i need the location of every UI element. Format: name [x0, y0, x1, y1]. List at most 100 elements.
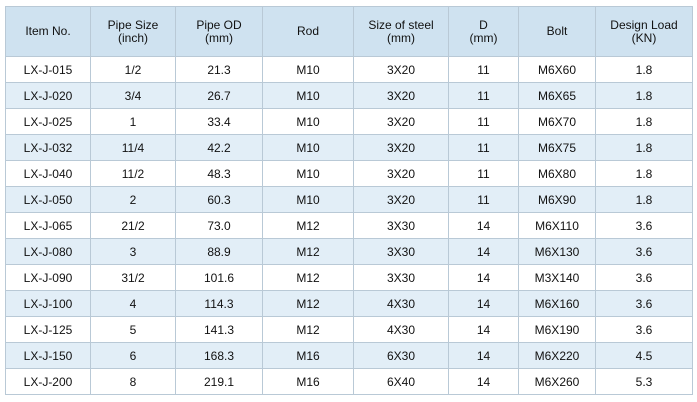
table-cell: 1.8 — [595, 134, 693, 161]
table-cell: 26.7 — [175, 82, 263, 109]
table-cell: LX-J-050 — [5, 186, 91, 213]
table-cell: 3X30 — [353, 264, 449, 291]
table-cell: LX-J-025 — [5, 108, 91, 135]
table-cell: 8 — [90, 368, 176, 395]
table-cell: LX-J-020 — [5, 82, 91, 109]
table-row: LX-J-200 8 219.1 M16 6X40 14 M6X260 5.3 — [5, 368, 693, 395]
table-cell: 5.3 — [595, 368, 693, 395]
table-cell: 11 — [448, 108, 519, 135]
table-cell: M12 — [262, 264, 354, 291]
table-cell: 14 — [448, 342, 519, 369]
table-row: LX-J-050 2 60.3 M10 3X20 11 M6X90 1.8 — [5, 186, 693, 213]
table-cell: 141.3 — [175, 316, 263, 343]
table-row: LX-J-040 11/2 48.3 M10 3X20 11 M6X80 1.8 — [5, 160, 693, 187]
table-row: LX-J-080 3 88.9 M12 3X30 14 M6X130 3.6 — [5, 238, 693, 265]
table-cell: 3X30 — [353, 238, 449, 265]
table-cell: M6X75 — [518, 134, 596, 161]
table-cell: 4 — [90, 290, 176, 317]
table-cell: 3X20 — [353, 82, 449, 109]
table-row: LX-J-090 31/2 101.6 M12 3X30 14 M3X140 3.6 — [5, 264, 693, 291]
table-cell: 3X20 — [353, 186, 449, 213]
table-cell: 168.3 — [175, 342, 263, 369]
table-cell: M10 — [262, 82, 354, 109]
table-cell: 101.6 — [175, 264, 263, 291]
table-cell: 1.8 — [595, 56, 693, 83]
table-cell: 6X40 — [353, 368, 449, 395]
table-wrap: Item No. Pipe Size (inch) Pipe OD (mm) Rod Siz… — [5, 6, 693, 395]
table-cell: 4.5 — [595, 342, 693, 369]
table-cell: 11 — [448, 186, 519, 213]
table-cell: LX-J-015 — [5, 56, 91, 83]
table-cell: M6X260 — [518, 368, 596, 395]
header-cell: Bolt — [518, 6, 596, 57]
table-cell: 48.3 — [175, 160, 263, 187]
table-cell: 4X30 — [353, 290, 449, 317]
table-cell: 3X20 — [353, 160, 449, 187]
table-cell: 3X20 — [353, 108, 449, 135]
table-cell: M6X60 — [518, 56, 596, 83]
table-cell: 11 — [448, 134, 519, 161]
table-cell: LX-J-125 — [5, 316, 91, 343]
table-row: LX-J-025 1 33.4 M10 3X20 11 M6X70 1.8 — [5, 108, 693, 135]
table-row: LX-J-032 11/4 42.2 M10 3X20 11 M6X75 1.8 — [5, 134, 693, 161]
header-text: Pipe OD — [196, 17, 242, 32]
table-cell: 60.3 — [175, 186, 263, 213]
table-cell: 3.6 — [595, 238, 693, 265]
table-cell: LX-J-200 — [5, 368, 91, 395]
table-cell: 14 — [448, 264, 519, 291]
table-cell: 3.6 — [595, 212, 693, 239]
table-cell: M10 — [262, 56, 354, 83]
table-cell: 5 — [90, 316, 176, 343]
table-cell: M10 — [262, 160, 354, 187]
header-text: (inch) — [117, 30, 148, 45]
header-text: Pipe Size — [107, 17, 159, 32]
table-row: LX-J-065 21/2 73.0 M12 3X30 14 M6X110 3.6 — [5, 212, 693, 239]
header-text: (mm) — [387, 30, 415, 45]
table-cell: 11 — [448, 82, 519, 109]
table-cell: M16 — [262, 368, 354, 395]
table-cell: 11 — [448, 56, 519, 83]
table-cell: 3.6 — [595, 264, 693, 291]
table-cell: 14 — [448, 290, 519, 317]
table-cell: M6X130 — [518, 238, 596, 265]
table-cell: 14 — [448, 368, 519, 395]
table-cell: 3/4 — [90, 82, 176, 109]
table-cell: LX-J-080 — [5, 238, 91, 265]
table-cell: M10 — [262, 134, 354, 161]
table-cell: 14 — [448, 316, 519, 343]
table-row: LX-J-100 4 114.3 M12 4X30 14 M6X160 3.6 — [5, 290, 693, 317]
header-cell: Pipe Size (inch) — [90, 6, 176, 57]
table-cell: M12 — [262, 290, 354, 317]
header-text: Design Load — [610, 17, 678, 32]
table-cell: 73.0 — [175, 212, 263, 239]
spec-table: Item No. Pipe Size (inch) Pipe OD (mm) Rod Siz… — [5, 6, 693, 395]
table-cell: M12 — [262, 212, 354, 239]
header-cell: Design Load (KN) — [595, 6, 693, 57]
table-cell: 4X30 — [353, 316, 449, 343]
table-cell: 14 — [448, 238, 519, 265]
table-cell: 1.8 — [595, 186, 693, 213]
table-row: LX-J-015 1/2 21.3 M10 3X20 11 M6X60 1.8 — [5, 56, 693, 83]
table-cell: M6X190 — [518, 316, 596, 343]
table-cell: M10 — [262, 186, 354, 213]
table-cell: M6X220 — [518, 342, 596, 369]
table-cell: M6X110 — [518, 212, 596, 239]
header-text: (mm) — [205, 30, 233, 45]
table-cell: 1/2 — [90, 56, 176, 83]
table-cell: LX-J-150 — [5, 342, 91, 369]
header-cell: D (mm) — [448, 6, 519, 57]
table-cell: 31/2 — [90, 264, 176, 291]
table-cell: 11/4 — [90, 134, 176, 161]
table-cell: 1.8 — [595, 108, 693, 135]
table-cell: 11/2 — [90, 160, 176, 187]
table-cell: 3.6 — [595, 290, 693, 317]
table-cell: M6X70 — [518, 108, 596, 135]
table-cell: M6X80 — [518, 160, 596, 187]
table-cell: 219.1 — [175, 368, 263, 395]
table-cell: M6X90 — [518, 186, 596, 213]
table-cell: 3 — [90, 238, 176, 265]
header-text: (mm) — [469, 30, 498, 45]
table-cell: 21.3 — [175, 56, 263, 83]
table-cell: M10 — [262, 108, 354, 135]
